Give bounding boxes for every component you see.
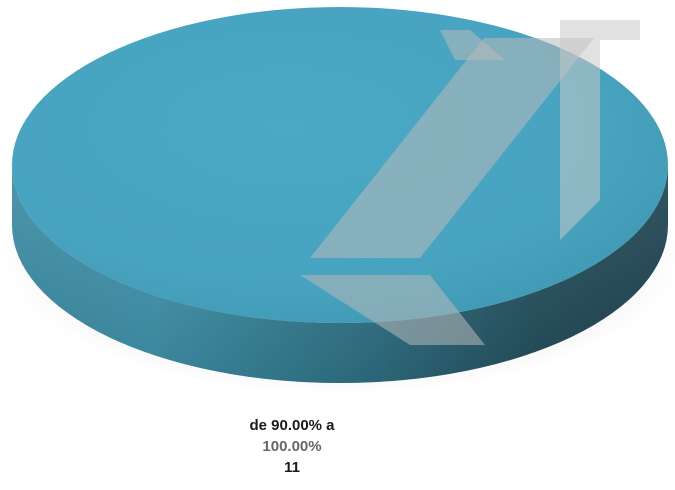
watermark-accent — [440, 30, 505, 60]
watermark — [300, 20, 640, 345]
watermark-diagonal-b — [300, 275, 485, 345]
watermark-diagonal-a — [310, 38, 594, 258]
pie-slice-side-shade-0 — [12, 165, 668, 383]
pie-data-label: de 90.00% a 100.00% 11 — [207, 415, 377, 478]
pie-label-category-line1: de 90.00% a — [249, 417, 335, 434]
watermark-stroke — [560, 20, 640, 240]
pie-label-category-line2: 100.00% — [262, 438, 322, 455]
pie-label-value: 11 — [284, 459, 300, 476]
